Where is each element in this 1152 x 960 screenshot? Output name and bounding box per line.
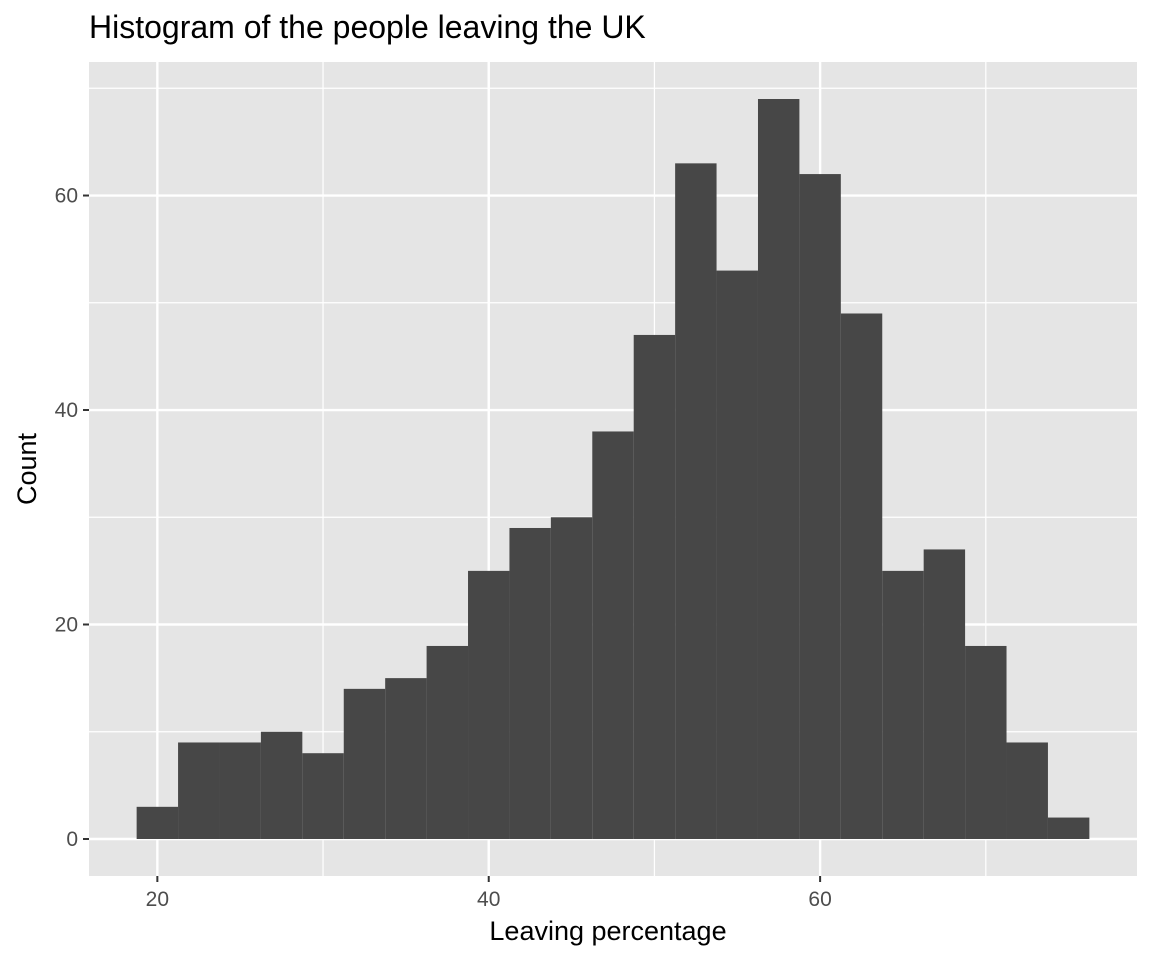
y-tick-label: 0 — [66, 828, 78, 851]
histogram-bar — [882, 570, 924, 839]
y-tick-label: 40 — [55, 399, 78, 422]
histogram-bar — [426, 645, 469, 839]
x-tick-label: 20 — [146, 888, 169, 911]
histogram-bar — [716, 270, 758, 839]
histogram-bar — [799, 174, 841, 840]
x-tick-label: 60 — [808, 888, 831, 911]
histogram-bar — [675, 163, 717, 839]
histogram-bar — [385, 678, 427, 839]
histogram-bar — [468, 570, 510, 839]
histogram-bar — [302, 753, 344, 839]
x-axis-ticks: 20 40 60 — [146, 876, 832, 911]
y-axis-title: Count — [12, 432, 42, 505]
histogram-bar — [178, 742, 220, 839]
histogram-bar — [219, 742, 261, 839]
histogram-bar — [1006, 742, 1048, 839]
histogram-bar — [840, 313, 883, 839]
histogram-bar — [509, 527, 551, 839]
y-tick-label: 60 — [55, 185, 78, 208]
histogram-bar — [923, 549, 966, 839]
histogram-bar — [965, 645, 1007, 839]
histogram-bar — [260, 731, 303, 839]
y-tick-label: 20 — [55, 614, 78, 637]
y-axis-ticks: 0 20 40 60 — [55, 185, 89, 851]
histogram-bar — [1047, 817, 1090, 839]
histogram-bar — [633, 334, 676, 839]
histogram-bar — [136, 806, 179, 839]
histogram-bar — [343, 688, 386, 839]
histogram-bar — [757, 99, 800, 839]
chart-title: Histogram of the people leaving the UK — [89, 9, 646, 45]
histogram-bar — [550, 517, 593, 839]
x-tick-label: 40 — [477, 888, 500, 911]
x-axis-title: Leaving percentage — [489, 916, 726, 946]
histogram-bars — [136, 99, 1090, 840]
histogram-bar — [592, 431, 634, 839]
